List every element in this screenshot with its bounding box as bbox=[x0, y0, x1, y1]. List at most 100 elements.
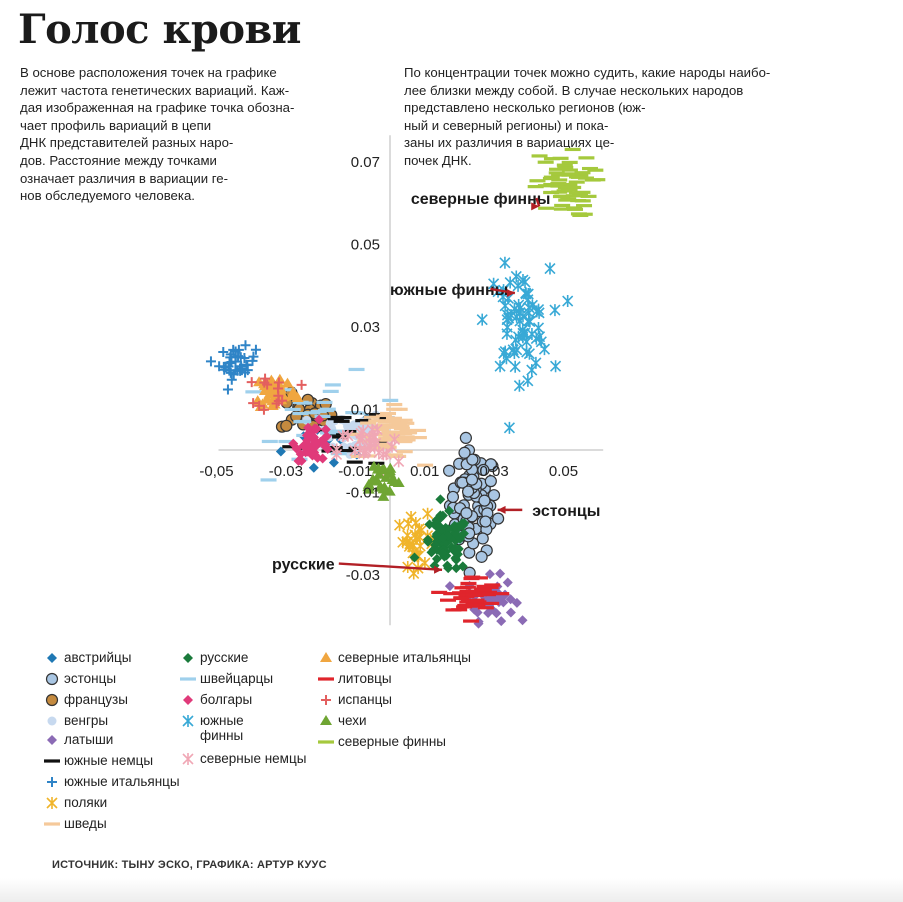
point-австрийцы bbox=[308, 462, 319, 473]
point-шведы bbox=[372, 425, 389, 429]
point-северные-финны bbox=[581, 166, 598, 171]
point-северные-финны bbox=[556, 163, 573, 167]
point-южные-немцы bbox=[333, 419, 350, 423]
point-болгары bbox=[301, 430, 312, 441]
point-южные-финны bbox=[526, 328, 538, 341]
point-южные-финны bbox=[497, 290, 509, 303]
point-северные-итальянцы bbox=[263, 388, 276, 399]
point-болгары bbox=[311, 423, 322, 434]
legend-item-испанцы: испанцы bbox=[318, 692, 392, 708]
эстонцы-legend-marker-icon bbox=[45, 672, 59, 686]
point-южные-итальянцы bbox=[214, 361, 225, 372]
point-южные-финны bbox=[503, 421, 515, 434]
point-русские bbox=[453, 543, 464, 554]
point-литовцы bbox=[431, 590, 448, 594]
point-северные-итальянцы bbox=[253, 376, 266, 387]
legend-label: латыши bbox=[64, 732, 114, 747]
point-эстонцы bbox=[459, 431, 472, 444]
point-северные-финны bbox=[537, 160, 554, 164]
южные-немцы-legend-marker-icon bbox=[44, 759, 60, 763]
legend-item-шведы: шведы bbox=[44, 816, 107, 832]
point-швейцарцы bbox=[348, 367, 365, 372]
point-южные-финны bbox=[549, 304, 561, 317]
point-литовцы bbox=[456, 605, 473, 609]
x-tick-label: -0.03 bbox=[269, 463, 303, 480]
point-южные-итальянцы bbox=[222, 384, 233, 395]
испанцы-legend-marker-icon bbox=[321, 695, 331, 705]
legend-item-южные-финны: южные финны bbox=[180, 713, 260, 743]
series-южные-итальянцы bbox=[205, 340, 261, 395]
legend-item-болгары: болгары bbox=[180, 692, 252, 708]
intro-line: лее близки между собой. В случае несколь… bbox=[404, 82, 744, 98]
point-швейцарцы bbox=[295, 419, 312, 424]
legend-label: испанцы bbox=[338, 692, 392, 707]
legend-item-северные-финны: северные финны bbox=[318, 734, 446, 750]
point-русские bbox=[437, 547, 448, 558]
point-южные-немцы bbox=[368, 461, 385, 465]
legend-marker bbox=[182, 753, 194, 765]
point-северные-финны bbox=[529, 179, 546, 183]
point-эстонцы bbox=[476, 532, 489, 545]
point-швейцарцы bbox=[324, 383, 341, 387]
point-поляки bbox=[394, 519, 406, 532]
callout-line bbox=[535, 197, 541, 207]
page-title: Голос крови bbox=[18, 6, 301, 53]
point-эстонцы bbox=[478, 494, 491, 507]
point-южные-итальянцы bbox=[228, 369, 239, 380]
point-южные-финны bbox=[476, 313, 488, 326]
point-литовцы bbox=[465, 589, 482, 593]
point-литовцы bbox=[445, 608, 462, 612]
callout-label: русские bbox=[272, 557, 335, 574]
x-tick-label: -0,05 bbox=[199, 463, 233, 480]
французы-legend-marker-icon bbox=[45, 693, 59, 707]
point-южные-итальянцы bbox=[226, 374, 237, 385]
legend-item-северные-итальянцы: северные итальянцы bbox=[318, 650, 471, 666]
legend-item-поляки: поляки bbox=[44, 795, 107, 811]
point-северные-финны bbox=[587, 168, 604, 172]
point-поляки bbox=[419, 557, 431, 570]
point-южные-финны bbox=[512, 279, 524, 292]
legend-marker bbox=[44, 822, 60, 826]
point-северные-итальянцы bbox=[285, 389, 298, 400]
legend-label: южные итальянцы bbox=[64, 774, 180, 789]
legend-label: болгары bbox=[200, 692, 253, 707]
point-северные-финны bbox=[538, 206, 555, 210]
point-швейцарцы bbox=[350, 411, 367, 415]
series-чехи bbox=[362, 460, 405, 501]
point-испанцы bbox=[271, 398, 282, 409]
point-южные-финны bbox=[498, 347, 510, 360]
point-эстонцы bbox=[461, 485, 475, 498]
латыши-legend-marker-icon bbox=[47, 735, 57, 745]
point-шведы bbox=[417, 463, 434, 467]
point-венгры bbox=[349, 420, 359, 430]
point-латыши bbox=[483, 607, 494, 618]
intro-line: дая изображенная на графике точка обозна… bbox=[20, 100, 295, 116]
point-южные-немцы bbox=[335, 415, 352, 420]
point-эстонцы bbox=[466, 453, 479, 466]
point-болгары bbox=[321, 431, 332, 442]
point-испанцы bbox=[296, 379, 307, 390]
point-русские bbox=[451, 554, 462, 565]
point-шведы bbox=[373, 427, 390, 432]
point-северные-финны bbox=[527, 185, 544, 189]
legend-marker bbox=[45, 672, 59, 686]
point-северные-финны bbox=[564, 147, 581, 152]
callout-arrowhead bbox=[497, 505, 506, 514]
intro-line: представлено несколько регионов (юж- bbox=[404, 100, 646, 116]
point-северные-финны bbox=[565, 206, 582, 210]
point-шведы bbox=[368, 419, 385, 423]
legend-item-эстонцы: эстонцы bbox=[44, 671, 116, 687]
point-шведы bbox=[386, 407, 403, 411]
point-южные-итальянцы bbox=[225, 349, 236, 360]
legend-marker bbox=[47, 777, 57, 787]
point-северные-финны bbox=[548, 183, 565, 188]
callout-label: эстонцы bbox=[532, 503, 600, 520]
point-южные-финны bbox=[535, 335, 547, 348]
point-северные-финны bbox=[560, 188, 577, 192]
point-русские bbox=[422, 534, 433, 545]
legend-marker bbox=[182, 715, 194, 727]
point-литовцы bbox=[465, 601, 482, 605]
legend-item-русские: русские bbox=[180, 650, 248, 666]
legend-label: северные финны bbox=[338, 734, 446, 749]
series-северные-финны bbox=[527, 147, 606, 218]
